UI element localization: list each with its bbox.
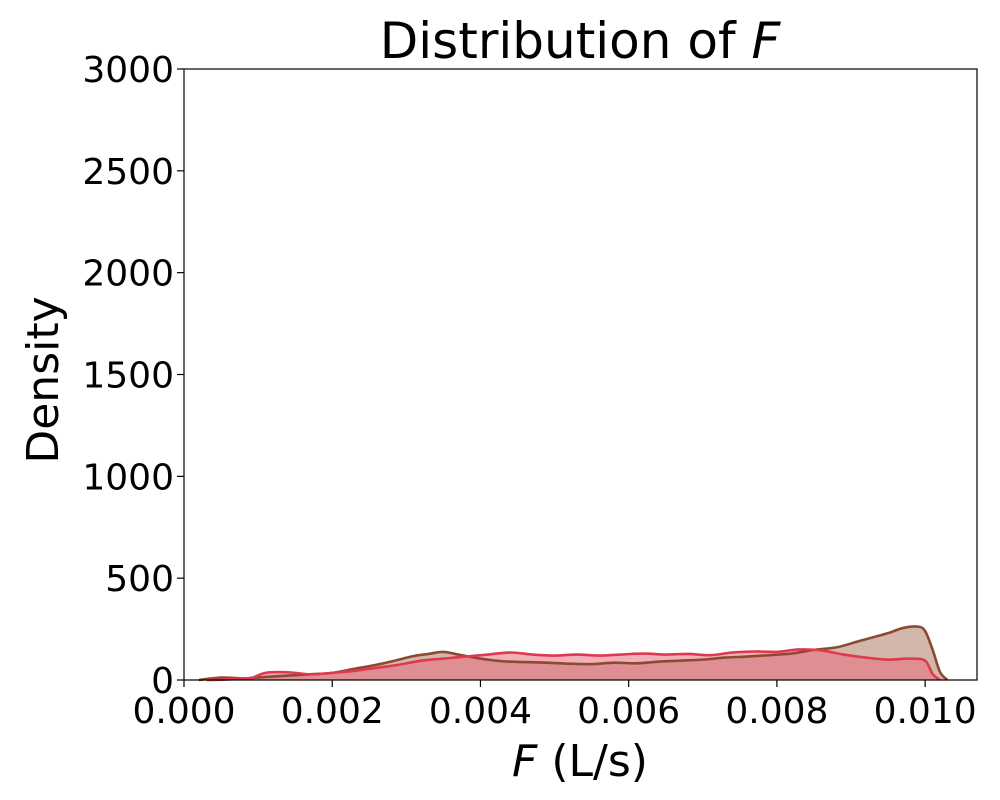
x-tick-label: 0.006 (577, 691, 680, 732)
y-tick-label: 2500 (82, 152, 174, 193)
plot-area-frame (183, 68, 978, 681)
x-axis-label: F (L/s) (512, 736, 648, 787)
y-axis-ticks: 0 500 1000 1500 2000 2500 3000 (82, 50, 184, 702)
chart-title: Distribution of F (380, 12, 782, 70)
y-tick-label: 1500 (82, 356, 174, 397)
x-axis-ticks: 0.000 0.002 0.004 0.006 0.008 0.010 (132, 680, 977, 732)
y-tick-label: 1000 (82, 457, 174, 498)
y-tick-label: 2000 (82, 254, 174, 295)
series-lines (198, 625, 949, 682)
series-2-line (206, 648, 941, 682)
y-tick-label: 500 (105, 559, 174, 600)
x-tick-label: 0.000 (132, 691, 235, 732)
y-tick-label: 3000 (82, 50, 174, 91)
x-tick-label: 0.002 (281, 691, 384, 732)
y-axis-label: Density (18, 296, 69, 463)
x-tick-label: 0.010 (874, 691, 977, 732)
y-tick-label: 0 (151, 661, 174, 702)
x-tick-label: 0.008 (725, 691, 828, 732)
x-tick-label: 0.004 (429, 691, 532, 732)
